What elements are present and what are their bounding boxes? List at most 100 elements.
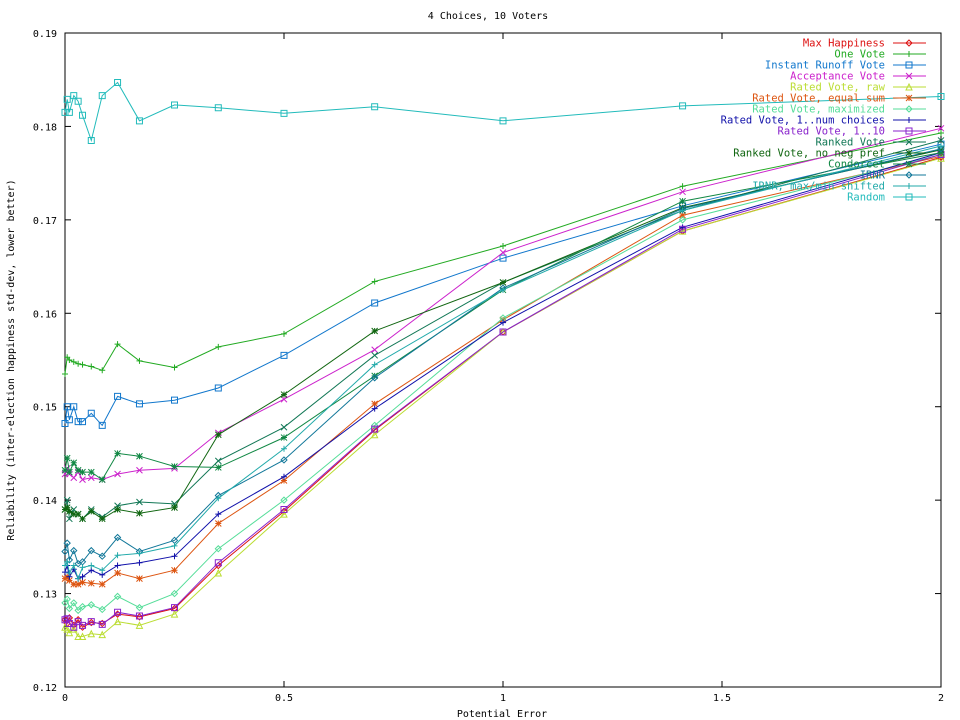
data-point [500, 319, 506, 326]
data-point [937, 152, 945, 160]
legend-label: IRNR [860, 170, 886, 182]
legend-marker [905, 138, 913, 146]
data-point [280, 477, 288, 484]
data-point [79, 573, 86, 580]
series-line [64, 156, 942, 628]
series-line [64, 132, 942, 375]
data-point [214, 384, 222, 392]
data-point [114, 552, 121, 559]
legend-marker [905, 72, 913, 80]
data-point [66, 357, 73, 363]
data-point [79, 468, 86, 476]
data-point [63, 504, 71, 511]
data-point [280, 391, 288, 398]
data-point [280, 456, 288, 464]
series-line [64, 145, 942, 581]
legend-label: Instant Runoff Vote [765, 60, 885, 72]
data-point [280, 496, 288, 504]
data-point [171, 364, 178, 371]
y-tick-label: 0.14 [33, 496, 57, 507]
data-point [499, 254, 507, 262]
data-point [499, 249, 507, 256]
data-point [87, 579, 95, 587]
series-instant-runoff-vote [61, 140, 945, 429]
data-point [136, 575, 143, 582]
data-point [87, 409, 95, 417]
data-point [62, 371, 68, 378]
data-point [280, 109, 288, 117]
data-point [87, 136, 95, 144]
legend-marker [905, 61, 913, 69]
series-rated-vote-1-10 [61, 150, 945, 631]
data-point [171, 604, 178, 612]
data-point [679, 197, 686, 205]
plot-area [61, 79, 945, 641]
data-point [87, 468, 95, 476]
data-point [280, 351, 288, 359]
legend-label: Rated Vote, maximized [752, 104, 885, 116]
legend-label: Random [847, 192, 885, 204]
data-point [678, 216, 687, 224]
y-tick-label: 0.16 [33, 309, 57, 320]
data-point [78, 632, 87, 641]
data-point [78, 602, 87, 611]
data-point [215, 495, 222, 502]
y-tick-label: 0.17 [33, 216, 57, 227]
series-rated-vote-equal-sum [61, 152, 945, 588]
legend-label: Rated Vote, equal sum [752, 93, 885, 105]
data-point [214, 520, 222, 527]
data-point [938, 143, 944, 150]
data-point [79, 476, 86, 483]
data-point [113, 592, 122, 601]
series-rated-vote-1-num-choices [62, 149, 944, 582]
data-point [136, 498, 143, 506]
data-point [171, 566, 178, 574]
data-point [61, 547, 69, 556]
data-point [370, 421, 379, 430]
data-point [79, 515, 86, 523]
x-tick-label: 1.5 [713, 693, 731, 704]
data-point [98, 515, 106, 523]
legend-marker [905, 127, 913, 135]
data-point [679, 188, 686, 196]
data-point [136, 452, 143, 460]
data-point [74, 580, 82, 588]
data-point [79, 361, 86, 368]
series-line [64, 155, 942, 585]
y-tick-label: 0.19 [33, 29, 57, 40]
data-point [135, 117, 143, 125]
data-point [61, 616, 69, 624]
data-point [114, 79, 122, 87]
series-line [64, 154, 942, 628]
data-point [79, 111, 87, 119]
data-point [74, 466, 82, 474]
data-point [136, 466, 143, 474]
legend-marker [906, 51, 912, 57]
legend-label: IRNR, max/min shifted [752, 181, 885, 193]
data-point [136, 509, 143, 517]
legend-label: Rated Vote, 1..10 [778, 126, 885, 138]
data-point [114, 450, 121, 457]
data-point [214, 464, 222, 471]
data-point [62, 562, 68, 569]
data-point [679, 211, 686, 219]
data-point [136, 357, 143, 364]
data-point [88, 363, 95, 370]
x-tick-label: 1 [500, 693, 506, 704]
data-point [371, 405, 378, 412]
data-point [937, 145, 945, 153]
data-point [79, 564, 86, 571]
data-point [78, 623, 87, 631]
series-ranked-vote-no-neg-pref [61, 146, 945, 523]
data-point [171, 396, 178, 404]
data-point [214, 545, 223, 553]
data-point [87, 474, 95, 482]
y-tick-label: 0.12 [33, 683, 57, 694]
data-point [114, 562, 121, 569]
data-point [74, 606, 82, 615]
data-point [215, 343, 222, 350]
data-point [938, 129, 944, 136]
legend-label: Condorcet [828, 159, 885, 171]
series-max-happiness [61, 153, 945, 631]
